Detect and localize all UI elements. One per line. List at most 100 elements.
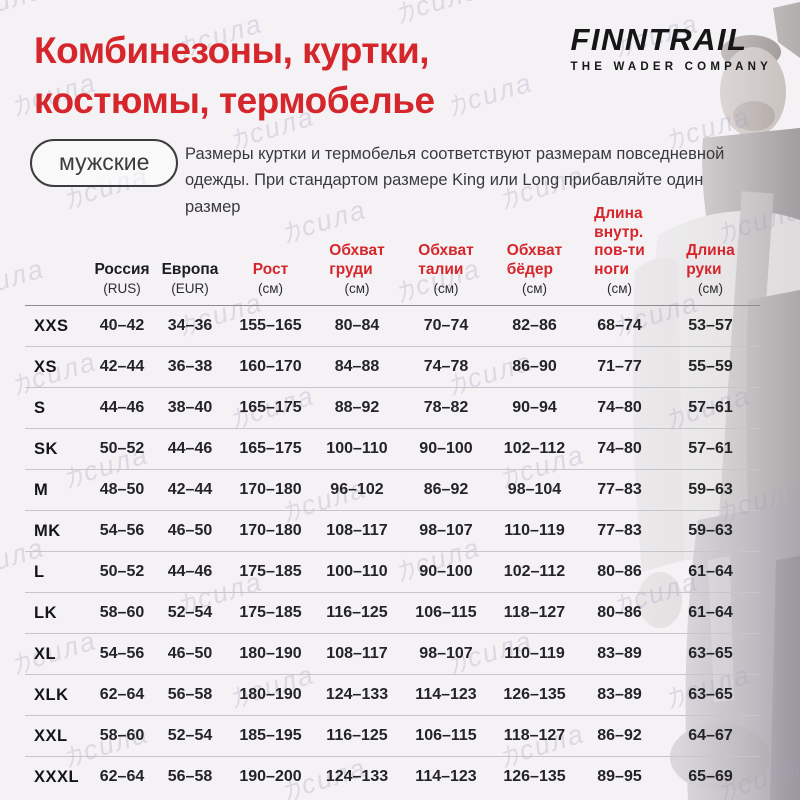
- cell-inseam: 71–77: [597, 358, 642, 376]
- cell-europe: 56–58: [167, 768, 213, 786]
- column-header-height: Рост (см): [252, 260, 289, 297]
- cell-waist: 114–123: [415, 686, 477, 704]
- cell-europe: 46–50: [167, 522, 213, 540]
- cell-arm-length: 55–59: [688, 358, 733, 376]
- cell-waist: 106–115: [415, 727, 477, 745]
- cell-waist: 106–115: [415, 604, 477, 622]
- column-header-chest: Обхват груди (см): [329, 242, 385, 297]
- cell-chest: 100–110: [326, 563, 388, 581]
- cell-height: 160–170: [239, 358, 302, 376]
- cell-europe: 46–50: [167, 645, 213, 663]
- cell-russia: 44–46: [99, 399, 145, 417]
- cell-hips: 110–119: [504, 645, 565, 663]
- cell-russia: 54–56: [99, 645, 145, 663]
- table-row: XL 54–56 46–50 180–190 108–117 98–107 11…: [25, 634, 760, 676]
- cell-chest: 124–133: [325, 686, 389, 704]
- cell-hips: 86–90: [512, 358, 557, 376]
- cell-europe: 34–36: [167, 317, 213, 335]
- size-label: MK: [34, 521, 61, 540]
- cell-chest: 124–133: [325, 768, 389, 786]
- cell-hips: 82–86: [512, 317, 557, 335]
- table-row: L 50–52 44–46 175–185 100–110 90–100 102…: [25, 552, 760, 594]
- cell-europe: 52–54: [167, 604, 213, 622]
- cell-chest: 100–110: [326, 440, 388, 458]
- cell-hips: 102–112: [503, 563, 566, 581]
- cell-hips: 118–127: [503, 727, 566, 745]
- size-label: XS: [34, 357, 58, 376]
- size-label: L: [34, 562, 45, 581]
- cell-height: 170–180: [239, 481, 302, 499]
- cell-inseam: 80–86: [597, 604, 642, 622]
- cell-hips: 126–135: [503, 768, 566, 786]
- size-label: S: [34, 398, 46, 417]
- cell-waist: 114–123: [415, 768, 477, 786]
- table-body: XXS 40–42 34–36 155–165 80–84 70–74 82–8…: [25, 306, 760, 797]
- cell-russia: 62–64: [99, 686, 145, 704]
- cell-inseam: 80–86: [597, 563, 642, 581]
- cell-europe: 44–46: [167, 563, 213, 581]
- cell-russia: 62–64: [99, 768, 145, 786]
- cell-waist: 90–100: [419, 563, 473, 581]
- cell-waist: 78–82: [423, 399, 469, 417]
- cell-russia: 48–50: [99, 481, 145, 499]
- cell-inseam: 86–92: [597, 727, 642, 745]
- cell-waist: 70–74: [423, 317, 469, 335]
- cell-arm-length: 61–64: [688, 563, 733, 581]
- cell-chest: 116–125: [326, 727, 388, 745]
- size-label: XXS: [34, 316, 69, 335]
- size-table: Россия (RUS) Европа (EUR) Рост (см) Обхв…: [25, 205, 760, 797]
- cell-inseam: 83–89: [597, 686, 642, 704]
- column-header-inseam: Длина внутр. пов-ти ноги (см): [594, 205, 645, 297]
- logo-wordmark: FINNTRAIL: [570, 22, 748, 57]
- cell-arm-length: 61–64: [688, 604, 733, 622]
- cell-chest: 84–88: [334, 358, 380, 376]
- cell-height: 180–190: [239, 686, 302, 704]
- cell-europe: 52–54: [167, 727, 213, 745]
- cell-hips: 90–94: [512, 399, 557, 417]
- table-row: M 48–50 42–44 170–180 96–102 86–92 98–10…: [25, 470, 760, 512]
- cell-height: 185–195: [239, 727, 302, 745]
- cell-arm-length: 57–61: [688, 440, 733, 458]
- cell-chest: 88–92: [334, 399, 380, 417]
- cell-inseam: 68–74: [597, 317, 642, 335]
- table-row: XS 42–44 36–38 160–170 84–88 74–78 86–90…: [25, 347, 760, 389]
- table-row: XXS 40–42 34–36 155–165 80–84 70–74 82–8…: [25, 306, 760, 348]
- column-header-waist: Обхват талии (см): [418, 242, 474, 297]
- table-row: XXXL 62–64 56–58 190–200 124–133 114–123…: [25, 757, 760, 797]
- cell-arm-length: 57–61: [688, 399, 733, 417]
- cell-inseam: 77–83: [597, 522, 642, 540]
- cell-inseam: 74–80: [597, 399, 642, 417]
- cell-arm-length: 65–69: [688, 768, 733, 786]
- size-label: SK: [34, 439, 58, 458]
- cell-height: 180–190: [239, 645, 302, 663]
- cell-height: 170–180: [239, 522, 302, 540]
- cell-europe: 36–38: [167, 358, 213, 376]
- column-header-russia: Россия (RUS): [94, 260, 150, 297]
- table-row: S 44–46 38–40 165–175 88–92 78–82 90–94 …: [25, 388, 760, 430]
- cell-russia: 58–60: [99, 604, 145, 622]
- cell-arm-length: 53–57: [688, 317, 733, 335]
- table-row: XXL 58–60 52–54 185–195 116–125 106–115 …: [25, 716, 760, 758]
- cell-waist: 86–92: [423, 481, 469, 499]
- cell-europe: 44–46: [167, 440, 213, 458]
- cell-arm-length: 59–63: [688, 481, 733, 499]
- size-label: XL: [34, 644, 57, 663]
- cell-waist: 98–107: [419, 522, 473, 540]
- cell-waist: 98–107: [419, 645, 473, 663]
- cell-arm-length: 59–63: [688, 522, 733, 540]
- cell-hips: 126–135: [503, 686, 566, 704]
- logo-tagline: THE WADER COMPANY: [570, 61, 772, 73]
- cell-russia: 58–60: [99, 727, 145, 745]
- cell-russia: 50–52: [99, 563, 145, 581]
- cell-hips: 102–112: [503, 440, 566, 458]
- cell-russia: 40–42: [99, 317, 145, 335]
- cell-russia: 54–56: [99, 522, 145, 540]
- gender-badge: мужские: [30, 139, 179, 187]
- cell-chest: 108–117: [326, 645, 388, 663]
- size-label: XXXL: [34, 767, 80, 786]
- size-label: XXL: [34, 726, 68, 745]
- cell-arm-length: 63–65: [688, 686, 733, 704]
- size-note: Размеры куртки и термобелья соответствую…: [185, 145, 725, 216]
